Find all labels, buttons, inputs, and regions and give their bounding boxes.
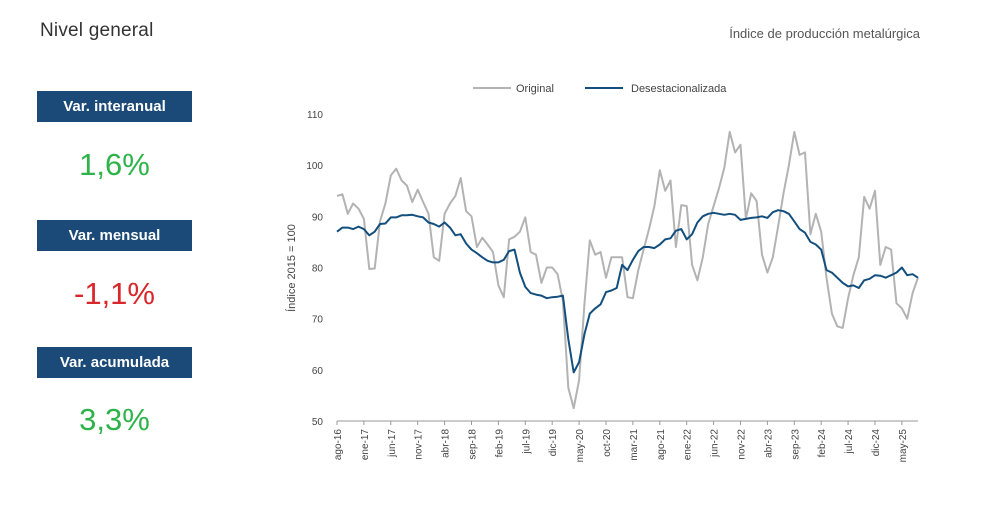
x-tick-label: sep-23 bbox=[790, 429, 801, 460]
legend-desestacionalizada-label: Desestacionalizada bbox=[631, 83, 727, 95]
x-tick-label: nov-22 bbox=[736, 429, 747, 460]
kpi-value-mensual: -1,1% bbox=[74, 276, 155, 311]
x-tick-label: dic-24 bbox=[871, 429, 882, 457]
x-tick-label: nov-17 bbox=[414, 429, 425, 460]
x-tick-label: may-20 bbox=[575, 429, 586, 463]
x-tick-label: feb-24 bbox=[817, 429, 828, 458]
series-line-original bbox=[336, 130, 919, 410]
x-tick-label: mar-21 bbox=[629, 429, 640, 461]
kpi-label-acumulada: Var. acumulada bbox=[37, 347, 192, 378]
x-tick-label: ago-16 bbox=[333, 429, 344, 461]
chart-legend: Original Desestacionalizada bbox=[473, 83, 727, 95]
x-tick-label: abr-18 bbox=[441, 429, 452, 458]
y-tick-label: 110 bbox=[307, 110, 323, 121]
x-tick-label: sep-18 bbox=[467, 429, 478, 460]
x-tick-label: feb-19 bbox=[494, 429, 505, 458]
y-axis-label: Índice 2015 = 100 bbox=[285, 224, 298, 312]
x-tick-label: jun-17 bbox=[387, 429, 398, 458]
chart-lines bbox=[336, 130, 919, 410]
kpi-value-interanual: 1,6% bbox=[79, 147, 150, 182]
x-tick-label: dic-19 bbox=[548, 429, 559, 457]
y-tick-label: 80 bbox=[312, 264, 324, 275]
series-line-desestacionalizada bbox=[336, 209, 919, 374]
y-tick-label: 70 bbox=[312, 315, 324, 326]
x-tick-label: jun-22 bbox=[710, 429, 721, 458]
x-tick-label: ago-21 bbox=[656, 429, 667, 461]
y-tick-label: 100 bbox=[306, 161, 323, 172]
x-tick-label: oct-20 bbox=[602, 429, 613, 457]
y-tick-label: 60 bbox=[312, 366, 324, 377]
chart-subtitle: Índice de producción metalúrgica bbox=[729, 26, 920, 41]
page-title: Nivel general bbox=[40, 20, 154, 41]
legend-original-label: Original bbox=[516, 83, 554, 95]
kpi-label-interanual: Var. interanual bbox=[37, 91, 192, 122]
x-tick-label: abr-23 bbox=[763, 429, 774, 458]
kpi-value-acumulada: 3,3% bbox=[79, 402, 150, 437]
kpi-label-mensual: Var. mensual bbox=[37, 220, 192, 251]
x-tick-label: jul-24 bbox=[844, 429, 855, 455]
x-tick-label: jul-19 bbox=[521, 429, 532, 455]
chart-axes: 50 60 70 80 90 100 110 ago-16 ene-17 jun-17 nov-17… bbox=[306, 110, 918, 462]
x-tick-label: ene-22 bbox=[683, 429, 694, 461]
x-tick-label: ene-17 bbox=[360, 429, 371, 461]
y-tick-label: 50 bbox=[312, 417, 324, 428]
x-tick-label: may-25 bbox=[898, 429, 909, 463]
y-tick-label: 90 bbox=[312, 212, 324, 223]
